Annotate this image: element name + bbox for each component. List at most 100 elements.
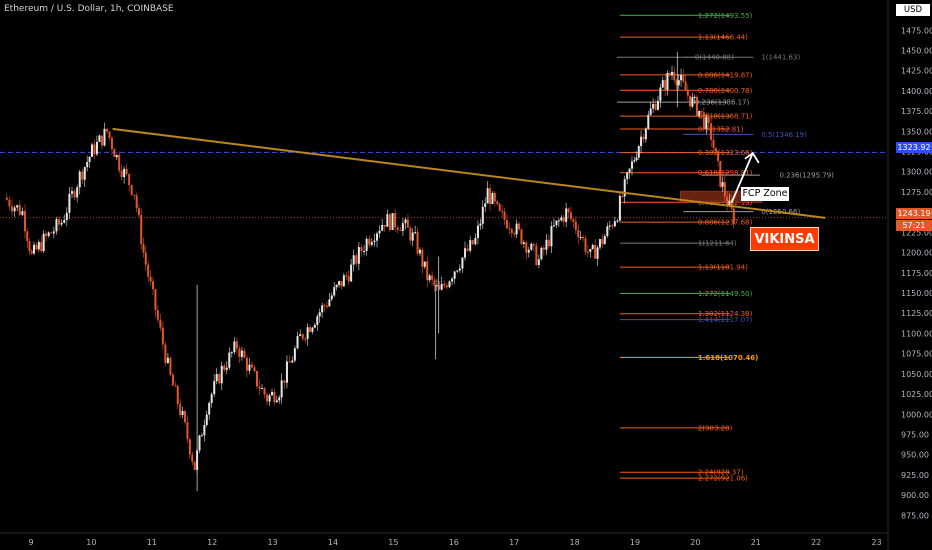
- candle-body: [73, 191, 76, 198]
- candle-body: [396, 227, 399, 230]
- x-tick-label: 13: [268, 538, 278, 547]
- candle-body: [365, 238, 368, 251]
- candle-body: [464, 248, 467, 258]
- countdown-badge: 57:21: [896, 220, 932, 231]
- y-tick-label: 1350.00: [901, 127, 932, 136]
- y-tick-label: 1400.00: [901, 87, 932, 96]
- candle-body: [128, 173, 131, 186]
- candle-body: [161, 327, 164, 345]
- x-tick-label: 14: [328, 538, 338, 547]
- candle-body: [368, 238, 371, 245]
- candle-body: [567, 208, 570, 213]
- candle-body: [542, 247, 545, 250]
- candle-body: [373, 240, 376, 242]
- candle-body: [489, 188, 492, 204]
- candle-body: [147, 264, 150, 277]
- y-tick-label: 1275.00: [901, 188, 932, 197]
- candle-body: [63, 219, 66, 223]
- candle-body: [391, 213, 394, 230]
- y-tick-label: 1125.00: [901, 309, 932, 318]
- candle-body: [680, 75, 683, 81]
- x-tick-label: 19: [630, 538, 640, 547]
- y-tick-label: 950.00: [901, 451, 929, 460]
- fib-level-label: 1.13(1466.44): [698, 34, 748, 42]
- candle-body: [266, 394, 269, 402]
- candle-body: [345, 275, 348, 277]
- candle-body: [78, 171, 81, 188]
- candle-body: [611, 225, 614, 227]
- candle-body: [633, 160, 636, 162]
- candle-body: [193, 461, 196, 470]
- y-tick-label: 1450.00: [901, 46, 932, 55]
- candle-body: [340, 281, 343, 287]
- candle-body: [591, 244, 594, 249]
- candle-body: [503, 211, 506, 220]
- candle-body: [416, 232, 419, 254]
- candle-body: [626, 172, 629, 180]
- candle-body: [355, 255, 358, 264]
- candle-body: [552, 225, 555, 227]
- candle-body: [113, 149, 116, 158]
- candle-body: [137, 208, 140, 216]
- candle-body: [448, 281, 451, 288]
- y-tick-label: 875.00: [901, 511, 929, 520]
- x-tick-label: 23: [872, 538, 882, 547]
- candle-body: [11, 206, 14, 212]
- fib-level-label: 2.272(921.06): [698, 475, 748, 483]
- current-price-badge: 1243.19: [896, 208, 932, 219]
- candle-body: [342, 275, 345, 287]
- x-tick-label: 9: [28, 538, 33, 547]
- chart-title: Ethereum / U.S. Dollar, 1h, COINBASE: [4, 4, 174, 14]
- candle-body: [309, 327, 312, 332]
- y-tick-label: 1175.00: [901, 269, 932, 278]
- candle-body: [263, 387, 266, 395]
- candle-body: [174, 385, 177, 387]
- candle-body: [18, 205, 21, 215]
- y-tick-label: 1100.00: [901, 329, 932, 338]
- fib-level-label: 0.886(1237.68): [698, 219, 753, 227]
- fib-level-label: 1.272(1493.55): [698, 12, 753, 20]
- candle-body: [154, 289, 157, 311]
- candle-body: [414, 232, 417, 234]
- candle-body: [228, 352, 231, 368]
- candle-body: [677, 80, 680, 86]
- candle-body: [70, 191, 73, 194]
- candle-body: [386, 214, 389, 227]
- candle-body: [316, 316, 319, 325]
- candle-body: [149, 276, 152, 282]
- candle-body: [215, 374, 218, 382]
- candle-body: [223, 365, 226, 370]
- candle-body: [401, 223, 404, 231]
- candle-body: [33, 244, 36, 254]
- candle-body: [491, 193, 494, 204]
- candle-body: [695, 96, 698, 116]
- candle-body: [479, 223, 482, 226]
- fib-level-label: 2(983.20): [698, 424, 733, 432]
- fib-level-label: 0.618(1298.81): [698, 169, 753, 177]
- candle-body: [8, 199, 11, 207]
- candle-body: [712, 139, 715, 148]
- candle-body: [409, 227, 412, 241]
- candle-body: [525, 242, 528, 253]
- candle-body: [714, 147, 717, 152]
- candle-body: [421, 249, 424, 267]
- candle-body: [383, 224, 386, 227]
- candle-body: [520, 229, 523, 244]
- candle-body: [388, 214, 391, 230]
- candle-body: [540, 247, 543, 260]
- candle-body: [81, 171, 84, 180]
- candle-body: [93, 144, 96, 155]
- candle-body: [689, 95, 692, 107]
- candle-body: [474, 238, 477, 245]
- fib-level-label: 1(1211.64): [698, 240, 737, 248]
- y-tick-label: 1425.00: [901, 67, 932, 76]
- alert-price-badge: 1323.92: [896, 142, 932, 153]
- candle-body: [135, 195, 138, 209]
- fib-level-label: 0.5(1352.81): [698, 126, 744, 134]
- candle-body: [586, 251, 589, 253]
- candle-body: [535, 245, 538, 265]
- candle-body: [666, 73, 669, 90]
- candle-body: [176, 385, 179, 405]
- candle-body: [682, 75, 685, 82]
